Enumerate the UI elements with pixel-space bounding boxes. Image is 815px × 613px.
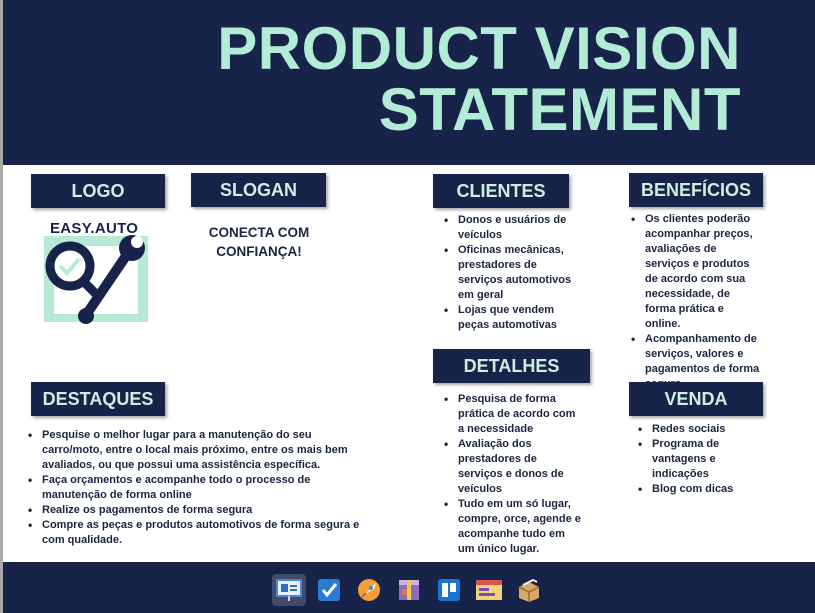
- list-item: Compre as peças e produtos automotivos d…: [28, 518, 373, 548]
- title-line-2: STATEMENT: [378, 76, 741, 143]
- beneficios-list: Os clientes poderão acompanhar preços, a…: [631, 212, 761, 392]
- list-item: Os clientes poderão acompanhar preços, a…: [631, 212, 761, 332]
- list-item: Tudo em um só lugar, compre, orce, agend…: [444, 497, 584, 557]
- checkbox-icon[interactable]: [312, 574, 346, 606]
- slogan-heading: SLOGAN: [191, 173, 326, 207]
- presentation-icon[interactable]: [272, 574, 306, 606]
- brand-name: EASY.AUTO: [50, 220, 139, 237]
- list-item: Pesquisa de forma prática de acordo com …: [444, 392, 584, 437]
- clientes-heading: CLIENTES: [433, 174, 569, 208]
- list-item: Donos e usuários de veículos: [444, 213, 574, 243]
- destaques-heading: DESTAQUES: [31, 382, 165, 416]
- box-icon[interactable]: [512, 574, 546, 606]
- window-icon[interactable]: [472, 574, 506, 606]
- easy-auto-logo: [44, 235, 148, 324]
- destaques-list: Pesquise o melhor lugar para a manutençã…: [28, 428, 373, 548]
- venda-heading: VENDA: [629, 382, 763, 416]
- list-item: Faça orçamentos e acompanhe todo o proce…: [28, 473, 373, 503]
- list-item: Lojas que vendem peças automotivas: [444, 303, 574, 333]
- logo-heading: LOGO: [31, 174, 165, 208]
- list-item: Realize os pagamentos de forma segura: [28, 503, 373, 518]
- list-item: Programa de vantagens e indicações: [638, 437, 748, 482]
- page-title: PRODUCT VISION STATEMENT: [181, 18, 741, 140]
- venda-list: Redes sociais Programa de vantagens e in…: [638, 422, 748, 497]
- clientes-list: Donos e usuários de veículos Oficinas me…: [444, 213, 574, 333]
- trello-icon[interactable]: [432, 574, 466, 606]
- package-icon[interactable]: [392, 574, 426, 606]
- title-line-1: PRODUCT VISION: [217, 15, 741, 82]
- slogan-text: CONECTA COM CONFIANÇA!: [208, 225, 310, 259]
- list-item: Acompanhamento de serviços, valores e pa…: [631, 332, 761, 392]
- list-item: Pesquise o melhor lugar para a manutençã…: [28, 428, 373, 473]
- left-edge-strip: [0, 0, 3, 613]
- list-item: Redes sociais: [638, 422, 748, 437]
- detalhes-heading: DETALHES: [433, 349, 590, 383]
- detalhes-list: Pesquisa de forma prática de acordo com …: [444, 392, 584, 557]
- list-item: Blog com dicas: [638, 482, 748, 497]
- list-item: Oficinas mecânicas, prestadores de servi…: [444, 243, 574, 303]
- beneficios-heading: BENEFÍCIOS: [629, 173, 763, 207]
- taskbar: [272, 574, 546, 606]
- rocket-icon[interactable]: [352, 574, 386, 606]
- header-banner: PRODUCT VISION STATEMENT: [3, 0, 815, 165]
- list-item: Avaliação dos prestadores de serviços e …: [444, 437, 584, 497]
